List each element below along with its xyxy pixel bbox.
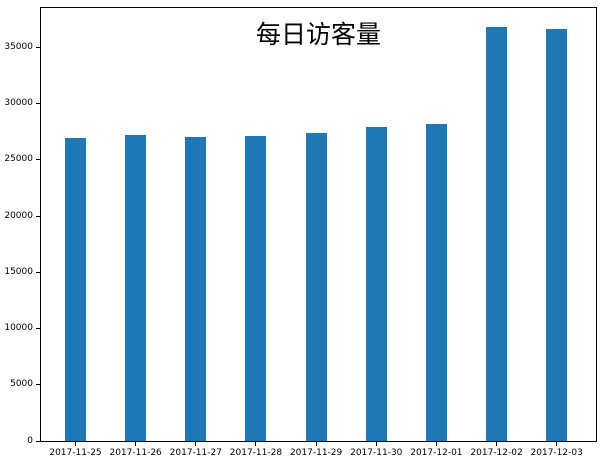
x-tick-label: 2017-12-02 bbox=[470, 448, 523, 458]
x-tick-label: 2017-12-03 bbox=[530, 448, 583, 458]
x-tick-label: 2017-11-29 bbox=[289, 448, 343, 458]
y-tick-label: 25000 bbox=[4, 154, 33, 165]
x-tick-mark bbox=[435, 442, 437, 446]
x-tick-mark bbox=[315, 442, 317, 446]
bar-2017-12-01 bbox=[425, 124, 447, 441]
bar-2017-12-02 bbox=[486, 26, 508, 441]
x-tick-label: 2017-11-25 bbox=[49, 448, 102, 458]
x-tick-label: 2017-11-28 bbox=[229, 448, 283, 458]
x-tick-label: 2017-11-30 bbox=[350, 448, 403, 458]
bar-2017-12-03 bbox=[546, 28, 568, 441]
bar-2017-11-27 bbox=[185, 137, 207, 441]
bar-2017-11-25 bbox=[65, 138, 86, 441]
x-tick-mark bbox=[255, 442, 257, 446]
x-tick-mark bbox=[195, 442, 197, 446]
y-tick-label: 15000 bbox=[4, 266, 33, 277]
x-tick-mark bbox=[135, 442, 137, 446]
y-tick-mark bbox=[36, 46, 40, 48]
x-tick-mark bbox=[75, 442, 76, 446]
bar-2017-11-26 bbox=[125, 134, 147, 441]
y-tick-mark bbox=[36, 271, 40, 273]
bar-2017-11-28 bbox=[245, 135, 267, 441]
y-tick-label: 10000 bbox=[4, 323, 33, 334]
y-tick-mark bbox=[36, 159, 40, 161]
y-tick-label: 20000 bbox=[4, 210, 33, 221]
y-tick-mark bbox=[36, 215, 40, 217]
x-tick-mark bbox=[375, 442, 377, 446]
bar-2017-11-30 bbox=[365, 127, 387, 441]
x-tick-label: 2017-11-27 bbox=[169, 448, 222, 458]
y-tick-label: 30000 bbox=[4, 98, 33, 109]
y-tick-mark bbox=[36, 328, 40, 330]
x-tick-label: 2017-12-01 bbox=[410, 448, 463, 458]
plot-area bbox=[40, 7, 597, 442]
x-tick-mark bbox=[556, 442, 558, 446]
y-tick-label: 5000 bbox=[10, 379, 33, 390]
y-tick-mark bbox=[36, 103, 40, 105]
y-tick-mark bbox=[36, 384, 40, 386]
x-tick-label: 2017-11-26 bbox=[109, 448, 162, 458]
x-tick-mark bbox=[496, 442, 498, 446]
y-tick-label: 35000 bbox=[4, 41, 33, 52]
y-tick-mark bbox=[36, 440, 40, 442]
y-tick-label: 0 bbox=[27, 435, 33, 446]
bar-2017-11-29 bbox=[305, 132, 327, 441]
